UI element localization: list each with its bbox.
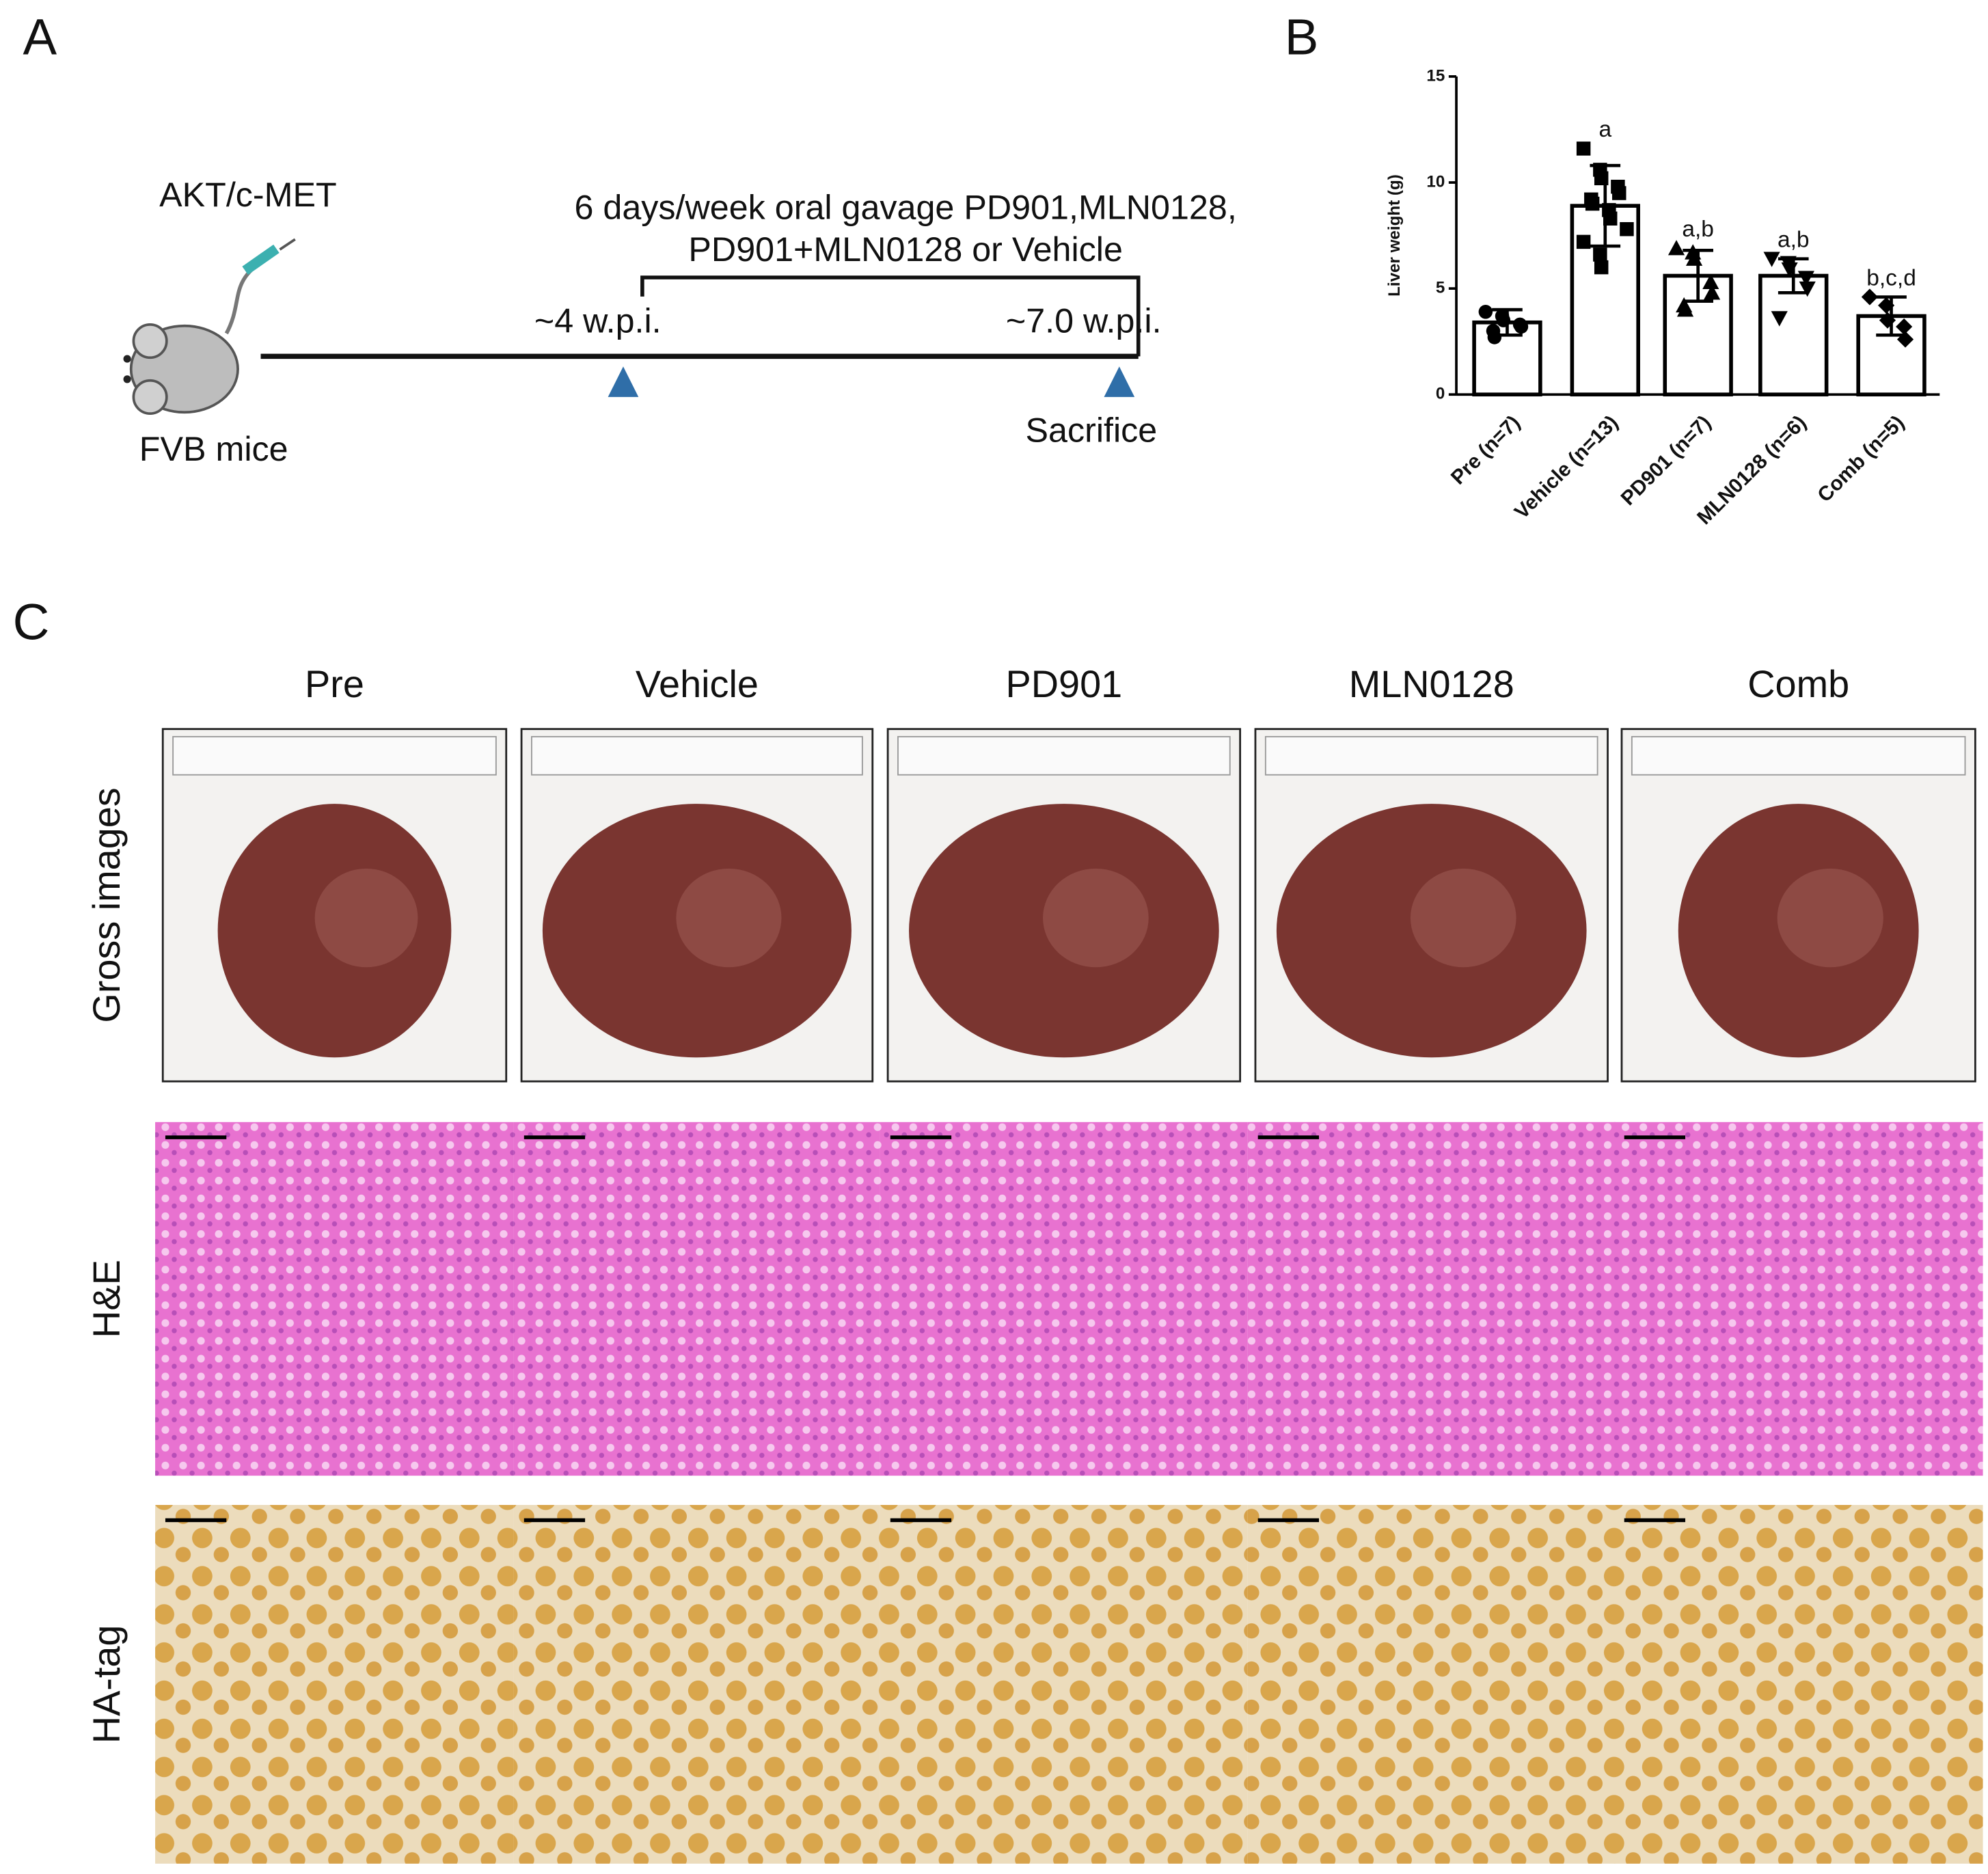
liver-lobe (1410, 868, 1516, 968)
ruler (897, 735, 1231, 776)
data-point (1685, 244, 1702, 260)
data-point (1576, 234, 1591, 249)
ha-image (155, 1505, 514, 1864)
ruler (172, 735, 497, 776)
endpoint-label: Sacrifice (1026, 411, 1158, 449)
annotation: a (1598, 117, 1611, 142)
data-point (1585, 196, 1600, 211)
he-image (880, 1122, 1248, 1476)
data-point (1896, 331, 1914, 348)
column-label: PD901 (1006, 662, 1123, 705)
data-point (1594, 171, 1609, 186)
liver-lobe (314, 868, 418, 968)
panel-label: C (13, 594, 50, 651)
data-point (1702, 273, 1719, 290)
timepoint-marker (608, 366, 639, 397)
treatment-label: PD901+MLN0128 or Vehicle (688, 230, 1123, 269)
model-label: AKT/c-MET (159, 176, 337, 214)
data-point (1593, 247, 1607, 262)
data-point (1576, 141, 1591, 156)
data-point (1797, 271, 1814, 286)
x-tick-label: Comb (n=5) (1813, 411, 1909, 507)
y-tick-label: 15 (1426, 66, 1445, 85)
x-tick-label: Vehicle (n=13) (1510, 411, 1622, 524)
ruler (531, 735, 863, 776)
data-point (1799, 281, 1816, 297)
column-label: MLN0128 (1349, 662, 1514, 705)
y-tick-label: 5 (1436, 279, 1445, 297)
x-tick-label: Pre (n=7) (1447, 411, 1525, 489)
annotation: a,b (1682, 217, 1714, 242)
strain-label: FVB mice (139, 430, 288, 468)
x-tick-label: PD901 (n=7) (1617, 411, 1715, 510)
y-tick-label: 0 (1436, 385, 1445, 403)
timepoint-label: ~4 w.p.i. (534, 301, 662, 340)
data-point (1612, 186, 1626, 200)
data-point (1685, 250, 1703, 266)
data-point (1781, 262, 1798, 278)
liver-lobe (1777, 868, 1883, 968)
data-point (1496, 313, 1511, 327)
he-image (155, 1122, 514, 1476)
ruler (1631, 735, 1966, 776)
he-image (1613, 1122, 1983, 1476)
data-point (1594, 260, 1609, 275)
row-label: HA-tag (85, 1625, 128, 1744)
annotation: b,c,d (1866, 265, 1916, 290)
liver-lobe (1043, 868, 1149, 968)
panel-label: B (1285, 8, 1319, 65)
bracket (640, 275, 1141, 357)
row-label: H&E (85, 1260, 128, 1338)
column-label: Comb (1747, 662, 1849, 705)
ha-image (1247, 1505, 1616, 1864)
data-point (1676, 301, 1694, 317)
data-point (1603, 211, 1618, 226)
ha-image (1613, 1505, 1983, 1864)
ha-image (880, 1505, 1248, 1864)
data-point (1514, 319, 1529, 334)
data-point (1487, 330, 1502, 344)
ruler (1264, 735, 1598, 776)
mouse-icon (123, 238, 296, 415)
ha-image (513, 1505, 880, 1864)
data-point (1879, 312, 1896, 329)
data-point (1861, 288, 1879, 305)
liver-lobe (676, 868, 782, 968)
row-label: Gross images (85, 787, 128, 1022)
data-point (1763, 252, 1780, 267)
column-label: Pre (305, 662, 364, 705)
data-point (1620, 222, 1634, 236)
data-point (1667, 240, 1685, 256)
panel-label: A (23, 8, 57, 65)
he-image (1247, 1122, 1616, 1476)
y-tick-label: 10 (1426, 172, 1445, 191)
data-point (1771, 311, 1788, 327)
data-point (1478, 305, 1493, 319)
annotation: a,b (1778, 227, 1810, 252)
he-image (513, 1122, 880, 1476)
data-point (1704, 284, 1721, 300)
y-axis-title: Liver weight (g) (1385, 174, 1404, 297)
timepoint-label: ~7.0 w.p.i. (1006, 301, 1162, 340)
treatment-label: 6 days/week oral gavage PD901,MLN0128, (574, 189, 1236, 227)
column-label: Vehicle (636, 662, 759, 705)
timepoint-marker (1104, 366, 1135, 397)
